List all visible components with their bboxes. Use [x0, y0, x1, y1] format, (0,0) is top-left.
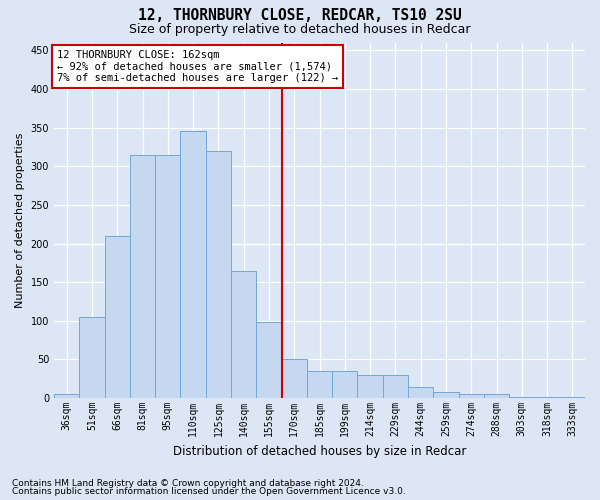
Bar [383, 375, 408, 398]
Bar [358, 375, 383, 398]
Bar [54, 394, 79, 398]
Bar [181, 132, 206, 398]
Bar [307, 371, 332, 398]
Bar [155, 154, 181, 398]
Bar [256, 322, 281, 398]
Bar [433, 392, 458, 398]
Bar [281, 360, 307, 398]
Text: 12, THORNBURY CLOSE, REDCAR, TS10 2SU: 12, THORNBURY CLOSE, REDCAR, TS10 2SU [138, 8, 462, 22]
Bar [79, 317, 104, 398]
Bar [104, 236, 130, 398]
Bar [408, 386, 433, 398]
Text: Size of property relative to detached houses in Redcar: Size of property relative to detached ho… [129, 22, 471, 36]
Bar [484, 394, 509, 398]
Bar [332, 371, 358, 398]
Bar [231, 270, 256, 398]
Y-axis label: Number of detached properties: Number of detached properties [15, 132, 25, 308]
Bar [458, 394, 484, 398]
Text: 12 THORNBURY CLOSE: 162sqm
← 92% of detached houses are smaller (1,574)
7% of se: 12 THORNBURY CLOSE: 162sqm ← 92% of deta… [56, 50, 338, 83]
Bar [206, 150, 231, 398]
Bar [130, 154, 155, 398]
X-axis label: Distribution of detached houses by size in Redcar: Distribution of detached houses by size … [173, 444, 466, 458]
Text: Contains public sector information licensed under the Open Government Licence v3: Contains public sector information licen… [12, 487, 406, 496]
Text: Contains HM Land Registry data © Crown copyright and database right 2024.: Contains HM Land Registry data © Crown c… [12, 478, 364, 488]
